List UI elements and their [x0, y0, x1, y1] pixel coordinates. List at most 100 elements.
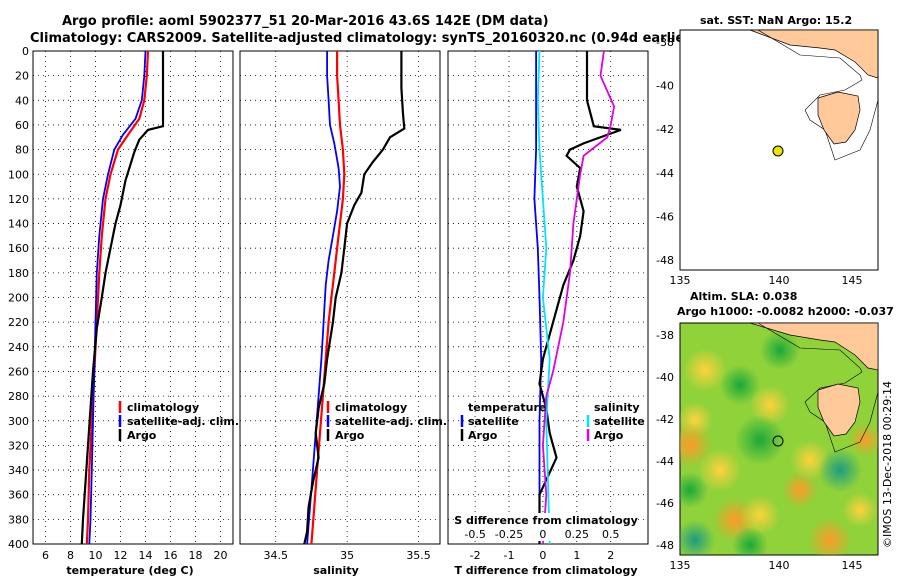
map-y-tick-label: -44 [656, 167, 674, 180]
x-tick-label: 14 [139, 549, 153, 562]
header-line1: Argo profile: aoml 5902377_51 20-Mar-201… [62, 14, 549, 29]
sla-field [680, 330, 878, 555]
legend-argo-label: Argo [127, 429, 157, 442]
sst-map: sat. SST: NaN Argo: 15.2 135 140 145 -38 -40… [656, 14, 879, 287]
x-tick-label: -2 [470, 549, 481, 562]
depth-tick-label: 0 [22, 45, 29, 58]
series-line-climatology [310, 51, 346, 545]
temperature-panel: 0 20 40 60 80 100 120 140 160 180 200 220 240 260 280 3… [8, 45, 239, 577]
mainland-australia-shape [749, 322, 879, 371]
map-y-tick-label: -42 [656, 123, 674, 136]
depth-tick-label: 80 [15, 144, 29, 157]
x-tick-label: -1 [504, 549, 515, 562]
depth-tick-label: 360 [8, 489, 29, 502]
legend-satellite-label: satellite-adj. clim. [335, 415, 447, 428]
series-line-argo [303, 51, 406, 545]
s-diff-xlabel: S difference from climatology [454, 514, 638, 527]
s-diff-tick-label: 0.25 [565, 528, 590, 541]
legend-satellite-label: satellite-adj. clim. [127, 415, 239, 428]
salinity-panel: 34.5 35 35.5 salinity climatology satellit… [239, 50, 447, 577]
map-y-tick-label: -44 [656, 455, 674, 468]
map-y-tick-label: -40 [656, 371, 674, 384]
depth-tick-label: 300 [8, 415, 29, 428]
s-diff-tick-label: 0 [539, 528, 546, 541]
difference-panel: -2 -1 0 1 2 T difference from climatology S … [447, 50, 649, 577]
x-tick-label: 1 [573, 549, 580, 562]
x-tick-label: 6 [42, 549, 49, 562]
depth-tick-label: 100 [8, 168, 29, 181]
depth-tick-label: 60 [15, 119, 29, 132]
map-x-tick-label: 145 [842, 559, 863, 572]
map-y-tick-label: -40 [656, 80, 674, 93]
x-tick-label: 35.5 [406, 549, 431, 562]
x-tick-label: 34.5 [263, 549, 288, 562]
x-tick-label: 20 [214, 549, 228, 562]
s-diff-tick-label: 0.5 [602, 528, 620, 541]
depth-tick-label: 40 [15, 94, 29, 107]
series-line-s-satellite [536, 50, 551, 545]
map-y-tick-label: -38 [656, 329, 674, 342]
depth-tick-label: 260 [8, 365, 29, 378]
x-tick-label: 35 [340, 549, 354, 562]
depth-tick-label: 220 [8, 316, 29, 329]
x-tick-label: 12 [114, 549, 128, 562]
salinity-legend: climatology satellite-adj. clim. Argo [326, 401, 447, 442]
tasmania-shape [817, 91, 861, 145]
map-y-tick-label: -48 [656, 254, 674, 267]
tasmania-shape [817, 383, 861, 437]
series-line-climatology [85, 50, 150, 545]
map-x-tick-label: 135 [670, 274, 691, 287]
salinity-xlabel: salinity [313, 564, 359, 577]
depth-tick-label: 160 [8, 242, 29, 255]
map-y-tick-label: -42 [656, 413, 674, 426]
depth-tick-label: 340 [8, 464, 29, 477]
sla-map: Altim. SLA: 0.038 Argo h1000: -0.0082 h2… [656, 290, 894, 572]
depth-tick-label: 400 [8, 538, 29, 551]
sla-map-title2: Argo h1000: -0.0082 h2000: -0.037 [677, 305, 894, 318]
x-tick-label: 2 [607, 549, 614, 562]
legend-climatology-label: climatology [127, 401, 199, 414]
s-diff-axis-background [456, 513, 636, 541]
argo-float-marker [772, 145, 784, 157]
x-tick-label: 16 [164, 549, 178, 562]
difference-legend: temperature satellite Argo salinity sate… [460, 401, 645, 442]
temperature-legend: climatology satellite-adj. clim. Argo [118, 401, 239, 442]
depth-tick-label: 180 [8, 267, 29, 280]
temperature-xlabel: temperature (deg C) [66, 564, 193, 577]
legend-salinity-title: salinity [594, 401, 640, 414]
depth-tick-label: 20 [15, 70, 29, 83]
depth-tick-label: 320 [8, 439, 29, 452]
map-x-tick-label: 140 [769, 274, 790, 287]
legend-s-argo-label: Argo [594, 429, 624, 442]
legend-t-satellite-label: satellite [468, 415, 519, 428]
legend-climatology-label: climatology [335, 401, 407, 414]
x-tick-label: 0 [539, 549, 546, 562]
x-tick-label: 8 [67, 549, 74, 562]
map-y-tick-label: -46 [656, 210, 674, 223]
t-diff-xlabel: T difference from climatology [454, 564, 637, 577]
map-y-tick-label: -38 [656, 36, 674, 49]
x-tick-label: 18 [189, 549, 203, 562]
series-line-satellite-adj-clim- [88, 50, 147, 545]
legend-s-satellite-label: satellite [594, 415, 645, 428]
x-tick-label: 10 [89, 549, 103, 562]
legend-temperature-title: temperature [468, 401, 546, 414]
map-x-tick-label: 135 [670, 559, 691, 572]
series-line-t-argo [538, 51, 622, 544]
map-y-tick-label: -48 [656, 539, 674, 552]
series-line-argo [80, 51, 165, 545]
legend-t-argo-label: Argo [468, 429, 498, 442]
map-y-tick-label: -46 [656, 497, 674, 510]
sst-map-title: sat. SST: NaN Argo: 15.2 [700, 14, 852, 27]
depth-tick-label: 240 [8, 341, 29, 354]
depth-tick-label: 140 [8, 218, 29, 231]
s-diff-tick-label: -0.5 [464, 528, 485, 541]
sla-map-title1: Altim. SLA: 0.038 [690, 290, 797, 303]
series-line-s-argo [541, 50, 616, 545]
map-x-tick-label: 145 [842, 274, 863, 287]
shelf-contour [757, 29, 879, 161]
argo-float-marker [772, 435, 784, 447]
shelf-contour [757, 322, 879, 453]
depth-tick-label: 200 [8, 292, 29, 305]
